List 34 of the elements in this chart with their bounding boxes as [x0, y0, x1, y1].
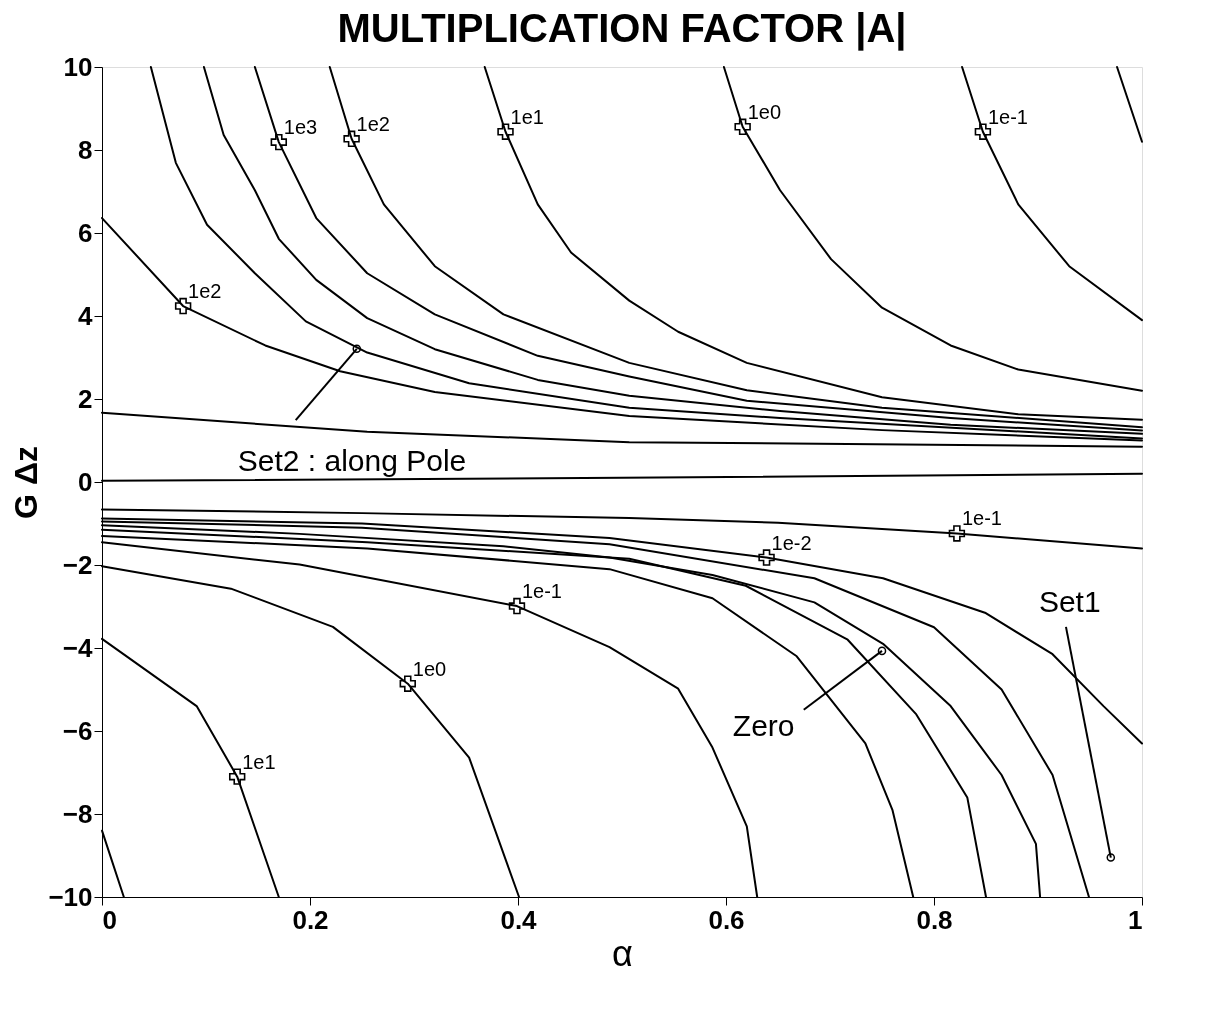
annotation: 1e-1 [961, 507, 1002, 530]
x-tick-label: 0.8 [916, 904, 953, 935]
y-tick-label: 0 [78, 466, 93, 497]
x-tick-label: 0.4 [500, 904, 538, 935]
annotation: 1e2 [188, 280, 222, 303]
y-tick-label: −4 [62, 632, 94, 663]
y-axis-title: G Δz [8, 446, 45, 519]
annotation: 1e-1 [521, 580, 562, 603]
annotation: 1e1 [242, 750, 276, 773]
y-tick-label: 8 [78, 134, 93, 165]
annotation: Set1 [1038, 584, 1101, 618]
x-tick-label: 0.2 [292, 904, 329, 935]
annotation: 1e2 [356, 112, 390, 135]
y-tick-label: −6 [62, 715, 93, 746]
chart-title: MULTIPLICATION FACTOR |A| [337, 6, 907, 51]
y-tick-label: 4 [78, 300, 94, 331]
annotation: 1e-1 [987, 105, 1028, 128]
annotation: 1e3 [283, 116, 318, 139]
x-axis-title: α [612, 932, 633, 974]
y-tick-label: −10 [48, 881, 93, 912]
y-tick-label: −2 [62, 549, 93, 580]
annotation: 1e0 [747, 100, 782, 123]
y-tick-label: −8 [62, 798, 93, 829]
annotation: 1e0 [412, 657, 447, 680]
x-tick-label: 1 [1128, 904, 1143, 935]
y-tick-label: 10 [63, 51, 93, 82]
annotation: Zero [732, 709, 795, 743]
y-tick-label: 6 [78, 217, 93, 248]
x-tick-label: 0 [102, 904, 117, 935]
annotation: 1e1 [510, 105, 544, 128]
annotation: Set2 : along Pole [237, 443, 467, 477]
x-tick-label: 0.6 [708, 904, 745, 935]
y-tick-label: 2 [78, 383, 93, 414]
annotation: 1e-2 [771, 531, 812, 554]
